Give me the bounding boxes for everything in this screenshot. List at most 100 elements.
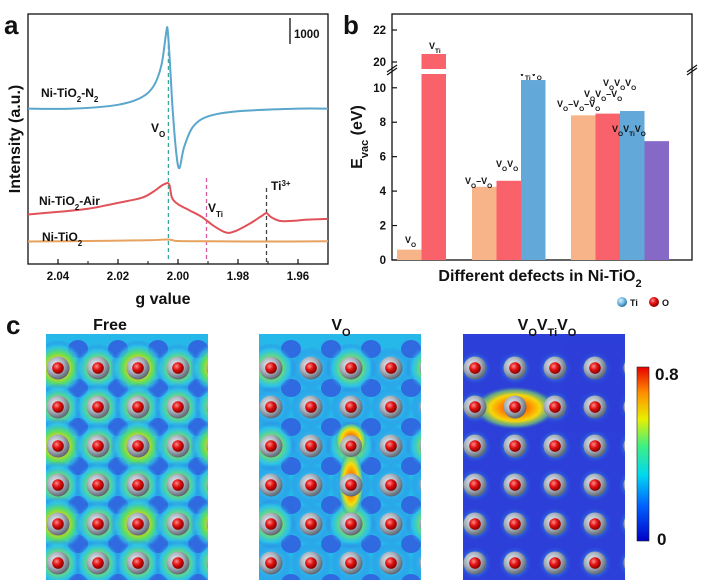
o-atom — [385, 401, 397, 413]
o-atom — [589, 557, 601, 569]
o-atom — [629, 557, 641, 569]
ti-atom — [419, 401, 421, 413]
series-label-part: Ni-TiO — [41, 86, 77, 100]
o-atom — [549, 518, 561, 530]
label-part: V — [625, 78, 631, 88]
o-atom — [212, 362, 224, 374]
bar-label-7: VOVOVO — [603, 78, 636, 92]
density-glow — [406, 345, 421, 391]
o-atom — [509, 401, 521, 413]
ti-atom-legend-icon — [617, 297, 627, 307]
label-part: V — [507, 159, 513, 169]
o-atom — [589, 479, 601, 491]
y-title-sub: vac — [359, 140, 371, 158]
ti-atom — [206, 401, 208, 413]
bar-label-6: VOVO–VO — [584, 89, 622, 103]
label-part: V — [584, 89, 590, 99]
ti-atom — [419, 479, 421, 491]
o-legend-label: O — [662, 298, 669, 308]
label-part: O — [471, 183, 476, 190]
density-glow — [618, 549, 625, 577]
y-tick-label: 6 — [380, 152, 386, 164]
annotation-ti3: Ti3+ — [271, 179, 291, 194]
o-atom — [305, 518, 317, 530]
annotation-main: V — [208, 201, 216, 215]
y-tick-label: 20 — [373, 57, 386, 69]
o-atom — [265, 401, 277, 413]
low-density-region — [228, 379, 248, 397]
label-part: O — [342, 327, 351, 339]
bar-label-1: VTi — [429, 41, 441, 55]
series-label-part: 2 — [77, 95, 82, 104]
o-atom — [92, 362, 104, 374]
bar-5 — [571, 115, 596, 260]
y-tick-label: 4 — [380, 186, 387, 198]
o-atom — [549, 479, 561, 491]
density-glow — [194, 385, 208, 429]
o-atom — [212, 440, 224, 452]
o-atom — [425, 440, 437, 452]
o-atom — [172, 362, 184, 374]
o-atom — [345, 518, 357, 530]
low-density-region — [228, 574, 248, 582]
o-atom — [509, 440, 521, 452]
density-glow — [618, 393, 625, 421]
plot-frame-a — [27, 13, 329, 265]
x-tick-label: 2.04 — [47, 271, 70, 283]
label-part: O — [528, 327, 537, 339]
o-atom — [265, 479, 277, 491]
density-glow — [410, 544, 421, 580]
y-tick-label: 22 — [373, 25, 386, 37]
low-density-region — [228, 457, 248, 475]
o-atom — [425, 401, 437, 413]
label-part: –V — [568, 99, 579, 109]
label-part: V — [623, 124, 629, 134]
ti-atom — [206, 557, 208, 569]
bar-6 — [595, 113, 620, 260]
annotation-sub: Ti — [216, 210, 223, 219]
series-label-part: 2 — [94, 95, 99, 104]
series-label-2: Ni-TiO2 — [42, 230, 83, 248]
low-density-region — [441, 496, 461, 514]
map-title-main: V — [518, 317, 529, 334]
ti-atom — [419, 557, 421, 569]
label-part: V — [557, 99, 563, 109]
series-label-0: Ni-TiO2-N2 — [41, 86, 99, 104]
o-atom — [549, 401, 561, 413]
o-atom — [469, 557, 481, 569]
o-atom — [589, 440, 601, 452]
series-label-part: Ni-TiO — [42, 230, 78, 244]
o-atom — [305, 479, 317, 491]
series-line-ni-tio2 — [28, 238, 328, 243]
o-atom — [509, 557, 521, 569]
label-part: O — [568, 327, 577, 339]
low-density-region — [228, 496, 248, 514]
charge-map-vo — [259, 334, 461, 580]
axis-break-mark — [386, 67, 398, 76]
o-atom — [549, 362, 561, 374]
label-part: O — [590, 96, 595, 103]
label-part: O — [620, 85, 625, 92]
o-atom — [345, 479, 357, 491]
map-title-main: Free — [93, 317, 127, 334]
o-atom — [172, 401, 184, 413]
o-atom — [172, 557, 184, 569]
o-atom — [425, 557, 437, 569]
density-glow — [618, 471, 625, 499]
label-part: –V — [476, 176, 487, 186]
label-part: Ti — [629, 131, 635, 138]
o-atom — [509, 479, 521, 491]
series-line-ni-tio2-air — [28, 182, 328, 234]
ti-atom — [419, 440, 421, 452]
bar-3 — [496, 180, 521, 260]
o-atom — [345, 401, 357, 413]
o-atom — [212, 401, 224, 413]
ti-atom — [623, 362, 625, 374]
o-atom — [345, 362, 357, 374]
label-part: O — [631, 85, 636, 92]
ti-atom — [206, 362, 208, 374]
o-atom — [345, 440, 357, 452]
ti-atom — [419, 362, 421, 374]
